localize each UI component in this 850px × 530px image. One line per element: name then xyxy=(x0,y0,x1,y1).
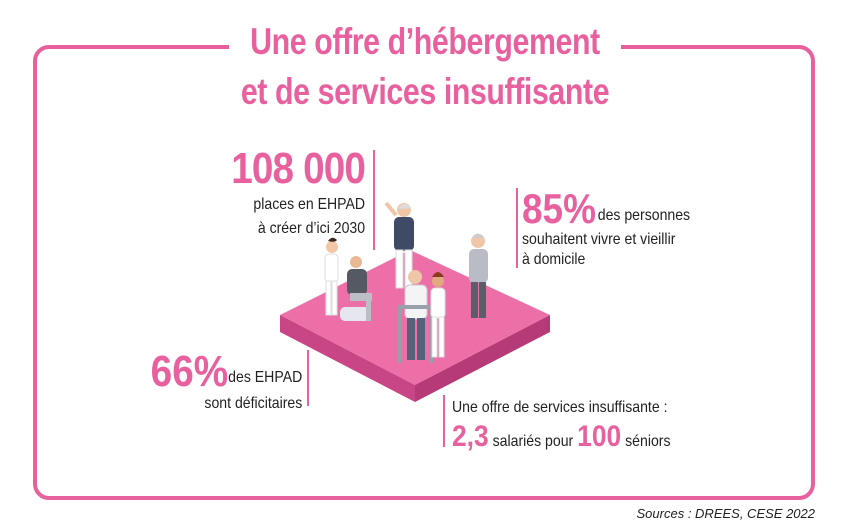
standing-senior-figure xyxy=(469,233,488,318)
stat-services-text-b: séniors xyxy=(625,433,671,450)
stat-home-line3: à domicile xyxy=(522,251,586,268)
stat-places: 108 000 places en EHPAD à créer d’ici 20… xyxy=(231,144,366,239)
stat-places-number: 108 000 xyxy=(231,144,366,193)
stat-services-value-a: 2,3 xyxy=(452,420,489,453)
divider-line xyxy=(516,188,518,268)
page-title-line1: Une offre d’hébergement xyxy=(77,20,774,64)
nurse-figure xyxy=(324,237,339,316)
stat-services-text-a: salariés pour xyxy=(492,433,574,450)
exercising-man-figure xyxy=(384,201,414,289)
seated-senior-figure xyxy=(340,256,372,321)
stat-deficit: 66%des EHPAD sont déficitaires xyxy=(150,350,302,414)
divider-line xyxy=(307,350,309,406)
stat-home-line2: souhaitent vivre et vieillir xyxy=(522,231,676,248)
stat-services-value-b: 100 xyxy=(577,420,622,453)
stat-deficit-number: 66% xyxy=(150,347,228,396)
divider-line xyxy=(443,395,445,447)
page-title-line2: et de services insuffisante xyxy=(240,71,610,112)
stat-places-line2: à créer d’ici 2030 xyxy=(257,220,365,237)
platform-side-right xyxy=(415,315,550,402)
stat-services: Une offre de services insuffisante : 2,3… xyxy=(452,398,671,452)
ehpad-illustration xyxy=(280,201,550,402)
source-note: Sources : DREES, CESE 2022 xyxy=(636,506,815,521)
platform-side-left xyxy=(280,315,415,402)
nurse-figure-2 xyxy=(430,272,446,358)
stat-deficit-line2: sont déficitaires xyxy=(204,395,302,412)
divider-line xyxy=(373,150,375,250)
stat-services-line1: Une offre de services insuffisante : xyxy=(452,399,668,416)
stat-home: 85% des personnes souhaitent vivre et vie… xyxy=(522,188,690,270)
stat-home-number: 85% xyxy=(522,185,596,232)
stat-deficit-line1: des EHPAD xyxy=(227,369,302,386)
stat-places-line1: places en EHPAD xyxy=(253,196,365,213)
stat-home-line1: des personnes xyxy=(597,207,691,224)
